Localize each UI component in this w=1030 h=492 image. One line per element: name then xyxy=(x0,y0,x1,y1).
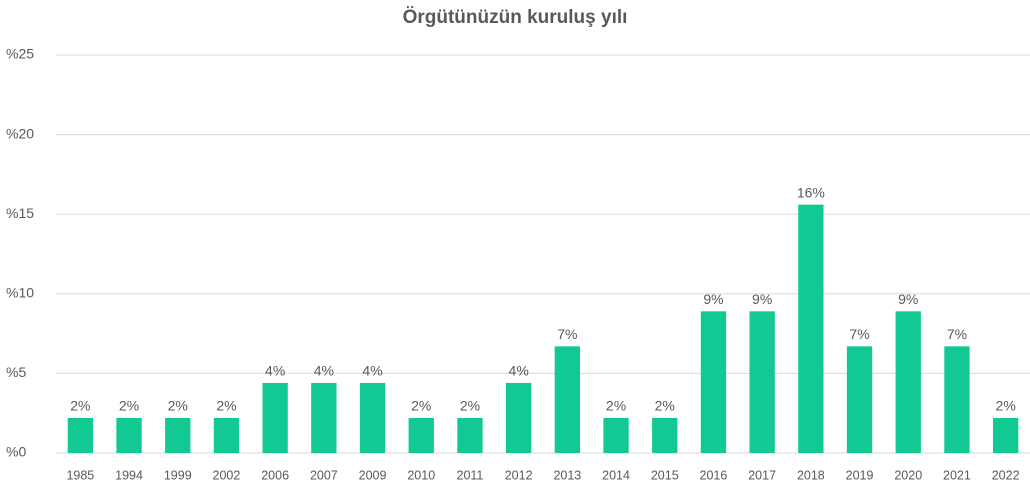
bar xyxy=(311,382,337,453)
bar xyxy=(554,346,581,453)
bar xyxy=(700,311,727,453)
data-label: 2% xyxy=(460,398,480,414)
bar xyxy=(798,204,824,453)
data-label: 7% xyxy=(557,326,577,342)
x-tick-label: 2011 xyxy=(457,468,484,482)
data-label: 4% xyxy=(362,363,382,379)
bar xyxy=(603,417,629,453)
x-tick-label: 2021 xyxy=(943,468,971,482)
x-tick-label: 2022 xyxy=(992,468,1020,482)
bar xyxy=(652,417,678,453)
data-label: 4% xyxy=(509,363,529,379)
bar xyxy=(992,417,1019,453)
y-tick-label: %0 xyxy=(6,444,26,460)
x-tick-label: 2002 xyxy=(213,468,241,482)
data-label: 2% xyxy=(216,398,236,414)
x-tick-label: 2017 xyxy=(748,468,776,482)
y-tick-label: %25 xyxy=(6,46,34,62)
chart-title: Örgütünüzün kuruluş yılı xyxy=(403,7,628,28)
data-label: 2% xyxy=(119,398,139,414)
bar xyxy=(116,417,142,453)
y-tick-label: %20 xyxy=(6,125,34,141)
data-label: 2% xyxy=(996,398,1016,414)
x-tick-label: 2009 xyxy=(359,468,387,482)
data-label: 4% xyxy=(314,363,334,379)
x-tick-label: 2016 xyxy=(700,468,728,482)
x-tick-label: 1994 xyxy=(115,468,143,482)
bar xyxy=(359,382,386,453)
x-tick-label: 2010 xyxy=(407,468,435,482)
bar xyxy=(67,417,94,453)
x-tick-label: 2014 xyxy=(602,468,630,482)
data-label: 9% xyxy=(898,291,918,307)
bar xyxy=(213,417,240,453)
bar xyxy=(165,417,191,453)
data-label: 16% xyxy=(797,184,825,200)
x-tick-label: 2012 xyxy=(505,468,533,482)
x-tick-label: 2018 xyxy=(797,468,825,482)
y-tick-label: %5 xyxy=(6,364,26,380)
data-label: 9% xyxy=(703,291,723,307)
bar xyxy=(505,382,532,453)
bar xyxy=(408,417,434,453)
bar xyxy=(846,346,873,453)
x-tick-label: 1985 xyxy=(66,468,94,482)
data-label: 2% xyxy=(606,398,626,414)
x-tick-label: 1999 xyxy=(164,468,192,482)
x-tick-label: 2006 xyxy=(261,468,289,482)
bar xyxy=(749,311,775,453)
x-tick-label: 2019 xyxy=(846,468,874,482)
y-tick-label: %10 xyxy=(6,285,34,301)
y-tick-label: %15 xyxy=(6,205,34,221)
x-tick-label: 2015 xyxy=(651,468,679,482)
data-label: 7% xyxy=(947,326,967,342)
data-label: 7% xyxy=(849,326,869,342)
x-tick-label: 2020 xyxy=(894,468,922,482)
bar xyxy=(895,311,921,453)
bar xyxy=(944,346,970,453)
data-label: 2% xyxy=(655,398,675,414)
x-tick-label: 2007 xyxy=(310,468,338,482)
bar xyxy=(262,382,288,453)
data-label: 2% xyxy=(70,398,90,414)
data-label: 9% xyxy=(752,291,772,307)
data-label: 2% xyxy=(411,398,431,414)
x-tick-label: 2013 xyxy=(553,468,581,482)
data-label: 4% xyxy=(265,363,285,379)
data-label: 2% xyxy=(168,398,188,414)
bar xyxy=(457,417,483,453)
